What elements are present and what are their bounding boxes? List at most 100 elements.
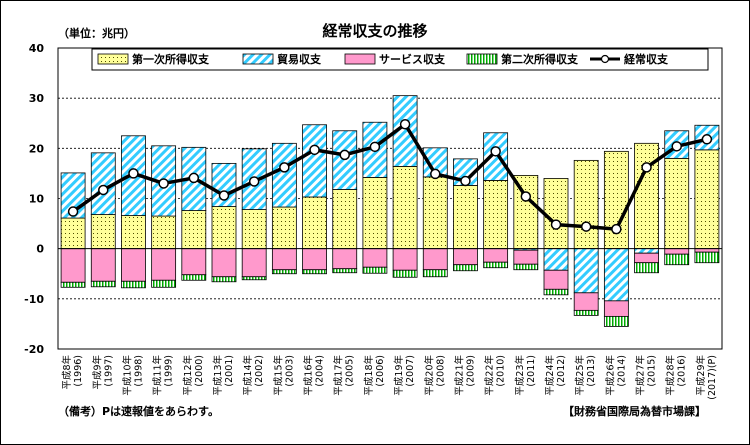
bar-primary <box>634 142 659 250</box>
x-tick-label-era: 平成13年 <box>212 355 224 396</box>
bar-secondary <box>90 280 116 288</box>
marker-current <box>671 141 682 152</box>
bar-services <box>332 248 358 270</box>
marker-current <box>369 141 381 153</box>
x-tick-label-year: (2012) <box>556 355 567 387</box>
bar-services <box>634 252 659 264</box>
marker-current <box>460 175 471 187</box>
bar-secondary <box>603 315 629 327</box>
bar-secondary <box>543 288 569 296</box>
x-tick-label-year: (2017)(P) <box>707 355 718 400</box>
bar-trade <box>603 248 629 302</box>
x-tick-label-year: (2004) <box>315 355 326 387</box>
marker-current <box>339 149 350 161</box>
bar-primary <box>573 159 599 250</box>
x-tick-label-year: (2002) <box>254 355 265 387</box>
bar-services <box>90 248 116 282</box>
marker-current <box>218 190 230 201</box>
bar-secondary <box>151 279 177 288</box>
marker-current <box>701 134 713 145</box>
bar-services <box>121 248 146 282</box>
bar-primary <box>302 196 327 250</box>
x-tick-label-era: 平成22年 <box>484 355 496 396</box>
marker-current <box>550 219 562 230</box>
bar-trade <box>634 248 659 254</box>
bar-primary <box>181 210 207 250</box>
marker-current <box>490 146 501 157</box>
bar-secondary <box>241 276 267 281</box>
x-tick-label-year: (2010) <box>496 355 507 387</box>
x-tick-label-year: (2001) <box>224 355 235 387</box>
footer-note: （備考）Pは速報値をあらわす。 <box>58 404 219 418</box>
bar-primary <box>422 176 448 250</box>
bar-primary <box>90 214 116 250</box>
x-tick-label-era: 平成24年 <box>544 355 556 396</box>
x-tick-label-year: (2003) <box>284 355 295 387</box>
x-tick-label-era: 平成23年 <box>514 355 526 396</box>
x-tick-label-year: (2006) <box>375 355 386 387</box>
y-tick-label: 10 <box>29 193 45 206</box>
y-tick-label: 0 <box>36 243 44 256</box>
bar-secondary <box>271 269 297 275</box>
x-tick-label-year: (2015) <box>647 355 658 387</box>
x-tick-label-era: 平成19年 <box>393 355 405 396</box>
bar-primary <box>543 178 569 250</box>
bar-primary <box>271 206 297 250</box>
bar-secondary <box>302 269 327 275</box>
x-tick-label-year: (2007) <box>405 355 416 387</box>
marker-current <box>158 178 169 189</box>
bar-primary <box>453 185 478 250</box>
bar-trade <box>302 124 327 198</box>
x-tick-label-year: (2005) <box>345 355 356 387</box>
x-tick-label-era: 平成27年 <box>635 355 647 396</box>
bar-services <box>483 248 509 263</box>
marker-current <box>279 162 290 173</box>
bar-primary <box>664 157 690 250</box>
bar-services <box>271 248 297 271</box>
legend-swatch-primary <box>97 53 129 65</box>
x-tick-label-era: 平成12年 <box>182 355 194 396</box>
y-tick-label: 20 <box>29 142 45 155</box>
marker-current <box>580 221 592 232</box>
bar-primary <box>694 149 720 250</box>
bar-secondary <box>483 261 509 269</box>
bar-services <box>362 248 388 268</box>
bar-secondary <box>694 251 720 264</box>
bar-secondary <box>664 253 690 266</box>
marker-current <box>641 162 652 173</box>
bar-services <box>302 248 327 271</box>
bar-secondary <box>422 269 448 278</box>
legend-label-primary: 第一次所得収支 <box>132 52 210 66</box>
bar-primary <box>332 189 358 250</box>
bar-secondary <box>453 264 478 272</box>
x-tick-label-era: 平成9年 <box>91 355 103 390</box>
bar-primary <box>241 209 267 250</box>
x-tick-label-era: 平成16年 <box>303 355 315 396</box>
x-tick-label-era: 平成29年 <box>695 355 707 396</box>
bar-trade <box>543 248 569 271</box>
x-tick-label-year: (1999) <box>164 355 175 387</box>
bar-services <box>211 248 237 278</box>
marker-current <box>399 119 411 130</box>
bar-services <box>694 248 720 253</box>
bar-primary <box>362 177 388 250</box>
bar-trade <box>483 132 509 181</box>
unit-label: （単位：兆円） <box>58 26 135 40</box>
y-tick-label: 30 <box>29 92 45 105</box>
legend-label-secondary: 第二次所得収支 <box>501 52 579 66</box>
legend-swatch-services <box>344 53 376 65</box>
bar-secondary <box>181 274 207 281</box>
bar-primary <box>392 165 418 250</box>
x-tick-label-year: (2016) <box>677 355 688 387</box>
bar-services <box>181 248 207 276</box>
bar-primary <box>121 215 146 250</box>
marker-current <box>520 191 532 202</box>
x-tick-label-year: (1997) <box>103 355 114 387</box>
x-tick-label-era: 平成28年 <box>665 355 677 396</box>
bar-primary <box>483 180 509 250</box>
bar-primary <box>60 217 86 250</box>
plot-border <box>57 47 723 350</box>
marker-current <box>98 184 109 196</box>
x-tick-label-era: 平成11年 <box>152 355 164 396</box>
